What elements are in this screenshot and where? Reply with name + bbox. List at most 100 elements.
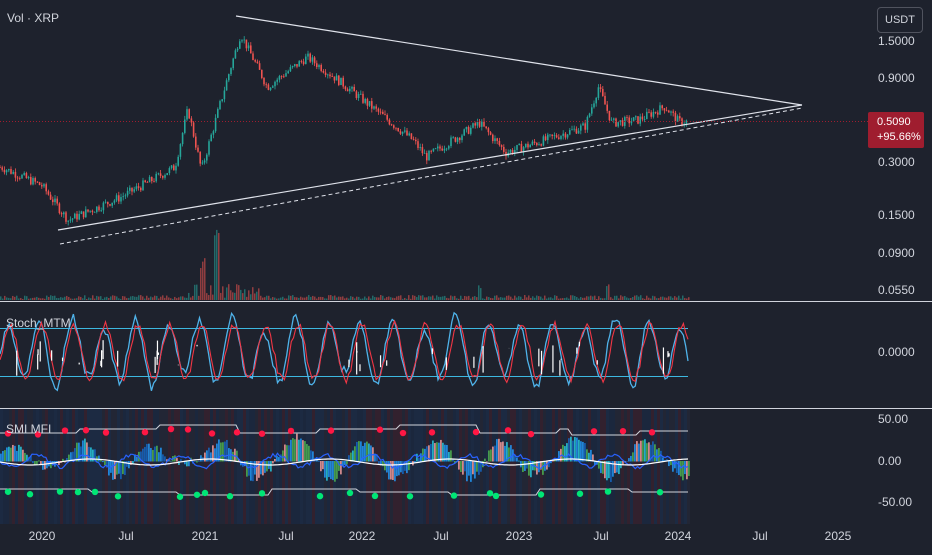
smi-histogram-bar xyxy=(74,448,76,462)
smi-histogram-bar xyxy=(480,461,482,472)
smi-histogram-bar xyxy=(518,460,520,462)
volume-bar xyxy=(210,285,212,300)
volume-bar xyxy=(46,295,48,300)
smi-histogram-bar xyxy=(390,461,392,480)
smi-histogram-bar xyxy=(348,455,350,462)
volume-bar xyxy=(568,298,570,300)
candle-body xyxy=(386,114,388,120)
smi-histogram-bar xyxy=(668,461,670,467)
volume-bar xyxy=(468,295,470,300)
candle-body xyxy=(107,201,109,205)
volume-bar xyxy=(584,297,586,300)
volume-bar xyxy=(672,297,674,300)
smi-histogram-bar xyxy=(448,451,450,462)
volume-bar xyxy=(424,297,426,300)
smi-background-band xyxy=(30,409,33,524)
volume-bar xyxy=(222,286,224,300)
volume-bar xyxy=(556,295,558,300)
volume-bar xyxy=(558,298,560,300)
stoch-axis[interactable]: 0.0000 xyxy=(878,345,915,359)
volume-bar xyxy=(196,284,198,300)
smi-axis[interactable]: 50.00 0.00 -50.00 xyxy=(878,412,912,509)
smi-histogram-bar xyxy=(508,447,510,462)
smi-histogram-bar xyxy=(204,452,206,462)
currency-button[interactable]: USDT xyxy=(877,7,923,33)
volume-bar xyxy=(166,295,168,300)
stoch-legend[interactable]: Stoch_MTM xyxy=(6,316,71,330)
smi-histogram-bar xyxy=(296,433,298,462)
volume-bar xyxy=(190,297,192,300)
smi-histogram-bar xyxy=(452,458,454,462)
candle-body xyxy=(437,146,439,149)
candle-body xyxy=(582,123,584,126)
volume-bar xyxy=(388,296,390,300)
smi-background-band xyxy=(558,409,561,524)
volume-bar xyxy=(304,297,306,300)
smi-legend[interactable]: SMI MFI xyxy=(6,422,52,436)
volume-bar xyxy=(392,297,394,300)
volume-bar xyxy=(174,296,176,300)
volume-bar xyxy=(678,295,680,300)
trendlines[interactable] xyxy=(57,15,803,245)
smi-histogram-bar xyxy=(468,461,470,476)
main-legend[interactable]: Vol · XRP xyxy=(7,11,60,25)
time-axis-label: Jul xyxy=(278,529,293,543)
volume-bar xyxy=(502,297,504,300)
price-axis-label: 0.0900 xyxy=(878,246,915,260)
smi-background-band xyxy=(663,409,666,524)
smi-background-band xyxy=(306,409,309,524)
ascending-trendline[interactable] xyxy=(57,104,803,231)
candle-body xyxy=(483,121,485,127)
candle-body xyxy=(23,173,25,175)
smi-histogram-bar xyxy=(332,461,334,481)
candle-body xyxy=(232,58,234,69)
smi-background-band xyxy=(75,409,78,524)
smi-histogram-bar xyxy=(636,441,638,462)
candle-body xyxy=(45,184,47,192)
price-axis[interactable]: 1.5000 0.9000 0.3000 0.1500 0.0900 0.0550 xyxy=(878,34,915,297)
candle-body xyxy=(346,89,349,92)
smi-histogram-bar xyxy=(114,461,116,480)
volume-bar xyxy=(12,295,14,300)
smi-background-band xyxy=(669,409,672,524)
time-axis[interactable]: 2020 Jul 2021 Jul 2022 Jul 2023 Jul 2024 Jul 2025 xyxy=(29,529,852,543)
volume-bar xyxy=(362,298,364,300)
volume-bar xyxy=(420,295,422,300)
volume-bar xyxy=(212,294,214,300)
dashed-support-line[interactable] xyxy=(59,107,803,245)
time-axis-label: Jul xyxy=(593,529,608,543)
smi-background-band xyxy=(102,409,105,524)
candle-body xyxy=(441,148,443,151)
smi-histogram-bar xyxy=(128,461,130,469)
volume-bar xyxy=(6,297,8,300)
volume-bar xyxy=(496,295,498,300)
descending-trendline[interactable] xyxy=(235,15,803,106)
candle-body xyxy=(109,204,111,206)
volume-bar xyxy=(406,298,408,300)
smi-histogram-bar xyxy=(496,439,498,462)
candle-body xyxy=(364,98,366,103)
smi-background-band xyxy=(576,409,579,524)
volume-bar xyxy=(566,297,568,300)
smi-background-band xyxy=(627,409,630,524)
smi-histogram-bar xyxy=(650,444,652,462)
candle-body xyxy=(234,50,237,59)
volume-bar xyxy=(416,297,418,300)
smi-histogram-bar xyxy=(30,455,32,462)
smi-histogram-bar xyxy=(426,446,428,462)
smi-histogram-bar xyxy=(260,461,262,475)
candle-body xyxy=(586,116,589,130)
volume-bar xyxy=(366,298,368,300)
volume-bar xyxy=(354,298,356,300)
candle-body xyxy=(254,60,256,62)
candle-body xyxy=(525,143,527,148)
volume-bar xyxy=(96,295,98,300)
candle-body xyxy=(674,112,677,122)
volume-bar xyxy=(220,292,222,300)
smi-histogram-bar xyxy=(454,461,456,464)
smi-background-band xyxy=(555,409,558,524)
candle-body xyxy=(529,144,531,148)
volume-bar xyxy=(620,295,622,300)
candle-body xyxy=(551,134,553,136)
